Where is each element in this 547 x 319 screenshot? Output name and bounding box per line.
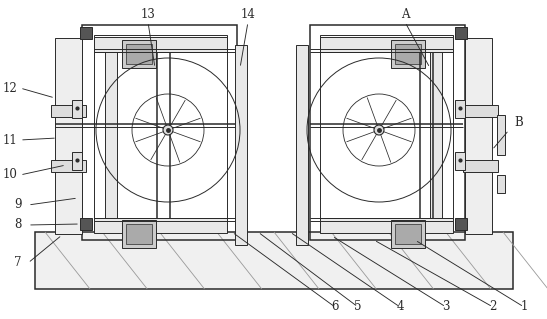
- Bar: [235, 45, 247, 245]
- Bar: [463, 160, 498, 172]
- Text: 5: 5: [354, 300, 362, 314]
- Bar: [465, 38, 492, 234]
- Text: 11: 11: [3, 133, 18, 146]
- Bar: [320, 35, 453, 230]
- Bar: [122, 220, 156, 248]
- Bar: [310, 25, 465, 240]
- Bar: [35, 232, 513, 289]
- Bar: [430, 37, 442, 230]
- Bar: [320, 37, 453, 52]
- Text: 12: 12: [3, 81, 18, 94]
- Bar: [80, 27, 92, 39]
- Text: 8: 8: [14, 219, 22, 232]
- Bar: [122, 40, 156, 68]
- Text: 14: 14: [241, 8, 255, 20]
- Text: 3: 3: [443, 300, 450, 314]
- Bar: [94, 37, 227, 52]
- Bar: [497, 175, 505, 193]
- Bar: [82, 25, 237, 240]
- Text: B: B: [515, 115, 523, 129]
- Bar: [463, 105, 498, 117]
- Text: 4: 4: [396, 300, 404, 314]
- Bar: [80, 218, 92, 230]
- Text: 2: 2: [490, 300, 497, 314]
- Bar: [72, 100, 82, 118]
- Bar: [55, 38, 82, 234]
- Bar: [395, 224, 421, 244]
- Bar: [455, 218, 467, 230]
- Text: 6: 6: [331, 300, 339, 314]
- Bar: [51, 105, 86, 117]
- Bar: [105, 37, 117, 230]
- Bar: [296, 45, 308, 245]
- Text: A: A: [401, 8, 409, 20]
- Text: 9: 9: [14, 198, 22, 211]
- Text: 13: 13: [141, 8, 155, 20]
- Circle shape: [163, 125, 173, 135]
- Bar: [391, 220, 425, 248]
- Bar: [94, 35, 227, 230]
- Bar: [126, 224, 152, 244]
- Circle shape: [374, 125, 384, 135]
- Bar: [455, 27, 467, 39]
- Bar: [455, 152, 465, 170]
- Bar: [497, 115, 505, 155]
- Bar: [72, 152, 82, 170]
- Text: 10: 10: [3, 168, 18, 182]
- Bar: [395, 44, 421, 64]
- Text: 1: 1: [520, 300, 528, 314]
- Text: 7: 7: [14, 256, 22, 270]
- Bar: [391, 40, 425, 68]
- Bar: [455, 100, 465, 118]
- Bar: [94, 218, 227, 233]
- Bar: [126, 44, 152, 64]
- Bar: [320, 218, 453, 233]
- Bar: [51, 160, 86, 172]
